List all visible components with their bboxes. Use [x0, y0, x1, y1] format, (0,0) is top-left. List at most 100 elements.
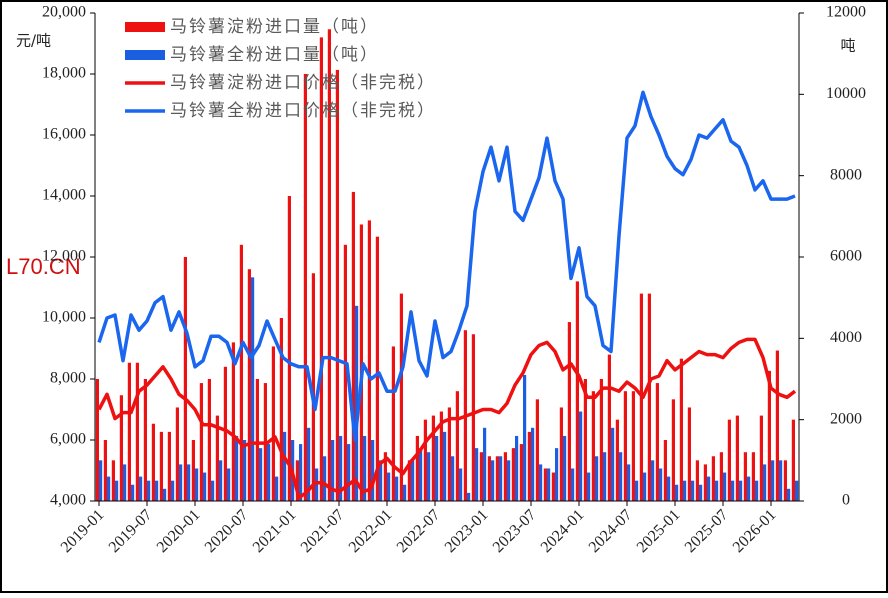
bar	[483, 427, 487, 501]
bar	[567, 322, 571, 501]
bar	[775, 350, 779, 501]
bar	[543, 468, 547, 501]
bar	[295, 460, 299, 501]
legend: 马铃薯淀粉进口量（吨） 马铃薯全粉进口量（吨） 马铃薯淀粉进口价格（非完税） 马铃薯全…	[125, 17, 436, 121]
y2-tick-label: 8000	[830, 166, 862, 183]
bar	[707, 476, 711, 501]
bar	[471, 334, 475, 501]
bar	[99, 460, 103, 501]
bar	[139, 476, 143, 501]
bar	[575, 281, 579, 501]
bar	[343, 244, 347, 502]
bar	[255, 379, 259, 501]
y-tick-label: 10,000	[42, 309, 86, 326]
bar	[767, 370, 771, 501]
bar	[751, 452, 755, 501]
bar	[103, 440, 107, 501]
legend-swatch	[125, 50, 165, 60]
bar	[335, 69, 339, 501]
y2-tick-label: 0	[842, 492, 850, 509]
bar	[359, 224, 363, 501]
legend-label: 马铃薯淀粉进口价格（非完税）	[170, 73, 436, 93]
bar	[507, 460, 511, 501]
bar	[107, 476, 111, 501]
bar	[743, 452, 747, 501]
bar	[383, 452, 387, 501]
bar	[739, 480, 743, 501]
bar	[315, 468, 319, 501]
bar	[247, 269, 251, 501]
bar	[363, 435, 367, 501]
bar	[339, 435, 343, 501]
y2-tick-label: 6000	[830, 248, 862, 265]
bar	[115, 480, 119, 501]
bar	[167, 431, 171, 501]
bar	[231, 342, 235, 501]
bar	[527, 431, 531, 501]
bar	[563, 435, 567, 501]
y2-tick-label: 12000	[826, 4, 866, 21]
bar	[215, 415, 219, 501]
bar	[791, 419, 795, 501]
y2-tick-label: 4000	[830, 329, 862, 346]
bar	[251, 277, 255, 501]
bar	[579, 411, 583, 501]
bar	[491, 460, 495, 501]
bar	[163, 488, 167, 501]
bar	[111, 460, 115, 501]
bar	[603, 452, 607, 501]
bar	[319, 37, 323, 502]
bar	[95, 379, 99, 501]
bar	[367, 220, 371, 501]
bar	[511, 448, 515, 501]
bar	[559, 407, 563, 501]
legend-swatch	[125, 22, 165, 32]
bar	[267, 444, 271, 501]
bar	[279, 318, 283, 501]
bar	[283, 431, 287, 501]
bar	[551, 472, 555, 501]
bar	[311, 273, 315, 501]
bar	[275, 476, 279, 501]
bar	[591, 391, 595, 501]
bar	[571, 468, 575, 501]
bar	[151, 423, 155, 501]
bar	[487, 456, 491, 501]
bar	[779, 460, 783, 501]
y2-tick-label: 10000	[826, 85, 866, 102]
y-tick-label: 6,000	[50, 431, 86, 448]
bar	[691, 480, 695, 501]
bar	[495, 456, 499, 501]
bar	[787, 488, 791, 501]
bar	[191, 440, 195, 501]
bar	[731, 480, 735, 501]
bar	[143, 379, 147, 501]
legend-label: 马铃薯淀粉进口量（吨）	[170, 17, 379, 37]
bar	[643, 472, 647, 501]
bar	[727, 419, 731, 501]
bar	[451, 456, 455, 501]
bar	[259, 448, 263, 501]
bar	[355, 305, 359, 501]
bar	[407, 460, 411, 501]
bar	[331, 440, 335, 501]
bar	[439, 411, 443, 501]
bar	[219, 460, 223, 501]
bar	[535, 399, 539, 501]
line-series	[97, 90, 796, 442]
bar	[443, 431, 447, 501]
bar	[467, 492, 471, 501]
bar	[735, 415, 739, 501]
bar	[303, 74, 307, 501]
bar	[611, 427, 615, 501]
bar	[287, 196, 291, 501]
bar	[703, 464, 707, 501]
bar	[351, 191, 355, 501]
bar	[651, 460, 655, 501]
bar	[531, 427, 535, 501]
bar	[595, 456, 599, 501]
bar	[403, 484, 407, 501]
bar	[795, 480, 799, 501]
